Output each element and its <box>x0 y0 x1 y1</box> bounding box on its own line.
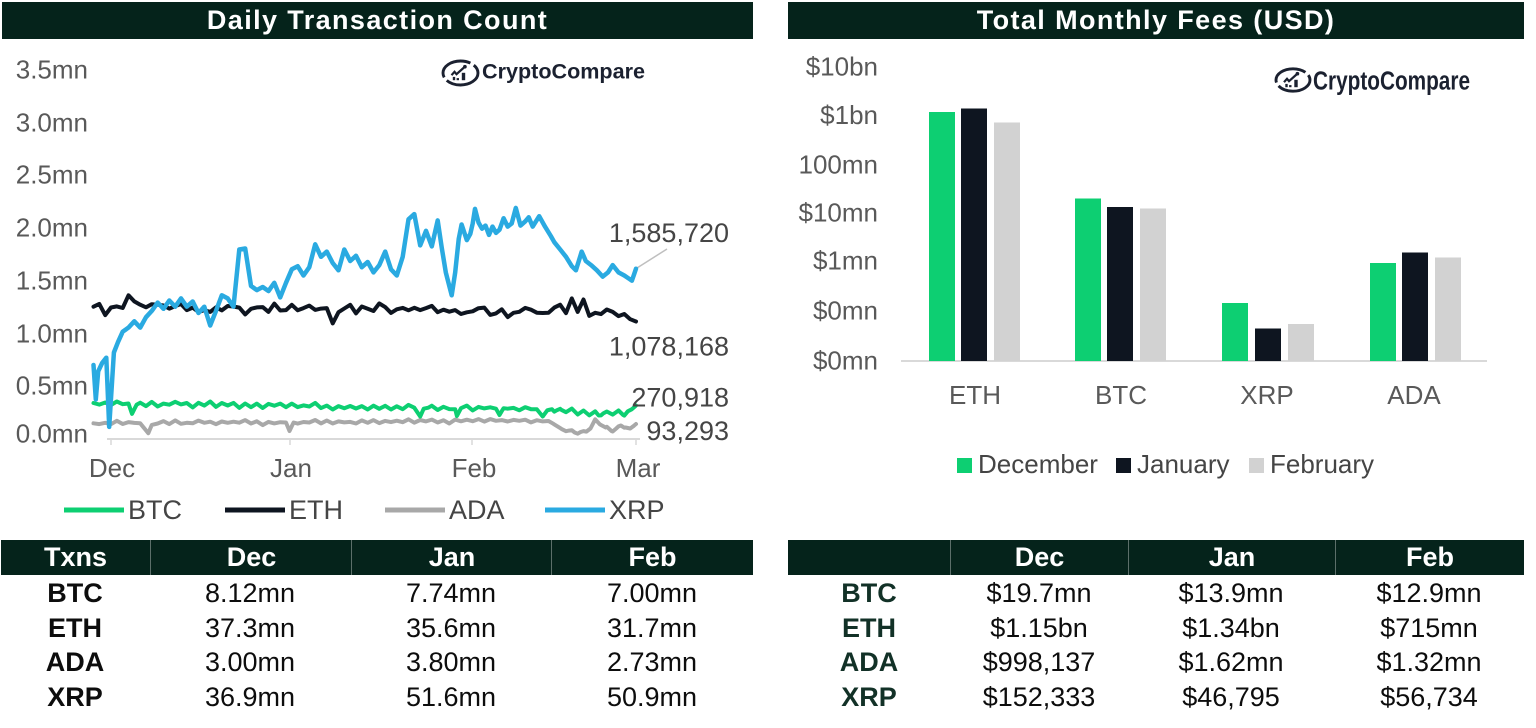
svg-text:ETH: ETH <box>949 380 1001 410</box>
svg-text:December: December <box>978 449 1098 479</box>
svg-text:Dec: Dec <box>89 453 135 483</box>
svg-text:1.5mn: 1.5mn <box>16 266 88 296</box>
svg-text:0.5mn: 0.5mn <box>16 371 88 401</box>
svg-text:$10bn: $10bn <box>806 52 878 82</box>
svg-text:100mn: 100mn <box>799 150 879 180</box>
svg-text:CryptoCompare: CryptoCompare <box>1313 68 1470 96</box>
svg-text:$0mn: $0mn <box>813 346 878 376</box>
svg-text:$10mn: $10mn <box>799 198 879 228</box>
svg-text:January: January <box>1137 449 1230 479</box>
svg-text:0.0mn: 0.0mn <box>16 419 88 449</box>
svg-text:Mar: Mar <box>616 453 661 483</box>
svg-text:XRP: XRP <box>609 495 665 525</box>
svg-text:XRP: XRP <box>1240 380 1293 410</box>
svg-text:3.5mn: 3.5mn <box>16 55 88 85</box>
svg-text:2.0mn: 2.0mn <box>16 213 88 243</box>
svg-text:$0mn: $0mn <box>813 296 878 326</box>
svg-text:3.0mn: 3.0mn <box>16 108 88 138</box>
svg-text:ADA: ADA <box>449 495 505 525</box>
svg-text:93,293: 93,293 <box>646 416 729 446</box>
svg-text:2.5mn: 2.5mn <box>16 160 88 190</box>
svg-text:CryptoCompare: CryptoCompare <box>482 60 645 84</box>
svg-text:BTC: BTC <box>1095 380 1147 410</box>
svg-text:1.0mn: 1.0mn <box>16 319 88 349</box>
svg-text:Jan: Jan <box>270 453 312 483</box>
svg-text:1,078,168: 1,078,168 <box>609 332 729 362</box>
svg-text:BTC: BTC <box>128 495 182 525</box>
svg-text:270,918: 270,918 <box>631 383 729 413</box>
svg-text:$1bn: $1bn <box>820 100 878 130</box>
svg-text:Feb: Feb <box>452 453 497 483</box>
svg-text:ETH: ETH <box>289 495 343 525</box>
svg-text:February: February <box>1270 449 1374 479</box>
svg-text:$1mn: $1mn <box>813 246 878 276</box>
svg-text:ADA: ADA <box>1387 380 1441 410</box>
svg-text:1,585,720: 1,585,720 <box>609 218 729 248</box>
